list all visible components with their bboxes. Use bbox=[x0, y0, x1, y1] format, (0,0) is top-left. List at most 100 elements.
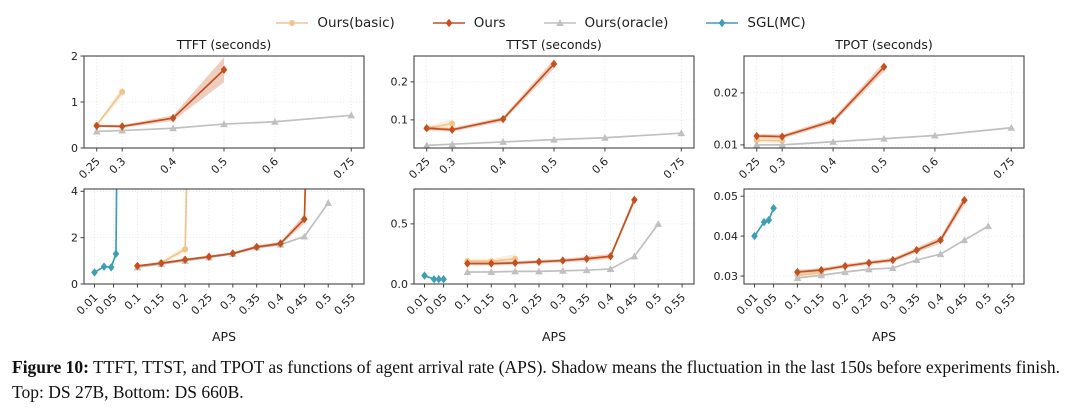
legend-item-sgl-mc: SGL(MC) bbox=[704, 15, 806, 31]
svg-text:0.4: 0.4 bbox=[488, 155, 510, 177]
legend-marker-glyph bbox=[543, 19, 576, 26]
plot-area bbox=[91, 189, 333, 277]
chart-tpot-ds660b: 0.01 0.05 0.1 0.15 0.2 0.25 0.3 0.35 0.4 0.45 0.5 0… bbox=[702, 181, 1032, 346]
svg-text:2: 2 bbox=[71, 231, 78, 244]
chart-ttft-ds660b: 0.01 0.05 0.1 0.15 0.2 0.25 0.3 0.35 0.4 0.45 0.5 0… bbox=[42, 181, 372, 346]
svg-text:0.25: 0.25 bbox=[76, 155, 103, 181]
svg-text:0.3: 0.3 bbox=[767, 155, 789, 177]
svg-text:0.45: 0.45 bbox=[944, 291, 971, 318]
svg-text:0.45: 0.45 bbox=[284, 291, 311, 318]
svg-text:0.15: 0.15 bbox=[801, 291, 828, 318]
svg-text:0.01: 0.01 bbox=[714, 139, 739, 152]
svg-text:0.1: 0.1 bbox=[452, 291, 474, 313]
svg-text:0.35: 0.35 bbox=[236, 291, 263, 318]
svg-text:0.5: 0.5 bbox=[209, 155, 231, 177]
svg-text:0.25: 0.25 bbox=[519, 291, 546, 318]
svg-text:4: 4 bbox=[71, 185, 78, 198]
svg-text:0.35: 0.35 bbox=[896, 291, 923, 318]
svg-text:0.1: 0.1 bbox=[122, 291, 144, 313]
svg-text:0.4: 0.4 bbox=[158, 155, 180, 177]
plot-area bbox=[421, 195, 663, 284]
svg-text:0.4: 0.4 bbox=[925, 291, 947, 313]
svg-text:0.25: 0.25 bbox=[189, 291, 216, 318]
svg-text:0.2: 0.2 bbox=[170, 291, 192, 313]
svg-text:0.05: 0.05 bbox=[423, 291, 450, 318]
chart-canvas: 0.25 0.3 0.4 0.5 0.6 0.75 0.01 0.02 TPOT (second… bbox=[714, 37, 1025, 181]
svg-text:0.2: 0.2 bbox=[391, 76, 409, 89]
svg-text:0.2: 0.2 bbox=[830, 291, 852, 313]
svg-text:0.3: 0.3 bbox=[437, 155, 459, 177]
chart-ttft-ds27b: 0.25 0.3 0.4 0.5 0.6 0.75 0 1 2 TTFT (seconds) bbox=[42, 36, 372, 181]
chart-canvas: 0.010.05 0.10.15 0.20.25 0.30.35 0.40.45 0.50… bbox=[714, 188, 1025, 344]
svg-text:0.4: 0.4 bbox=[265, 291, 287, 313]
svg-text:0.6: 0.6 bbox=[589, 155, 611, 177]
svg-text:0.25: 0.25 bbox=[849, 291, 876, 318]
plot-area bbox=[752, 62, 1016, 148]
svg-text:0: 0 bbox=[71, 142, 78, 155]
legend-label: SGL(MC) bbox=[747, 15, 806, 31]
legend-line-marker-icon bbox=[542, 16, 578, 30]
svg-text:0.4: 0.4 bbox=[818, 155, 840, 177]
legend-line-marker-icon bbox=[274, 16, 310, 30]
svg-text:0.3: 0.3 bbox=[877, 291, 899, 313]
chart-canvas: 0.25 0.3 0.4 0.5 0.6 0.75 0 1 2 TTFT (seconds) bbox=[71, 37, 365, 181]
svg-text:0.25: 0.25 bbox=[736, 155, 763, 181]
chart-tpot-ds27b: 0.25 0.3 0.4 0.5 0.6 0.75 0.01 0.02 TPOT (second… bbox=[702, 36, 1032, 181]
legend-marker-glyph bbox=[432, 18, 465, 28]
figure-caption-text: TTFT, TTST, and TPOT as functions of age… bbox=[12, 357, 1061, 402]
chart-title: TPOT (seconds) bbox=[834, 37, 932, 52]
plot-area bbox=[751, 195, 993, 282]
legend-item-ours: Ours bbox=[431, 15, 506, 31]
figure-caption-label: Figure 10: bbox=[12, 357, 89, 377]
legend-line-marker-icon bbox=[704, 16, 740, 30]
svg-text:0.35: 0.35 bbox=[566, 291, 593, 318]
chart-title: TTST (seconds) bbox=[505, 37, 601, 52]
legend-marker-glyph bbox=[706, 18, 739, 28]
chart-title: TTFT (seconds) bbox=[176, 37, 271, 52]
svg-text:0.15: 0.15 bbox=[471, 291, 498, 318]
svg-text:0.02: 0.02 bbox=[714, 87, 739, 100]
svg-text:0.05: 0.05 bbox=[714, 190, 739, 203]
svg-text:0.3: 0.3 bbox=[547, 291, 569, 313]
svg-text:0.05: 0.05 bbox=[93, 291, 120, 318]
legend-item-ours-basic: Ours(basic) bbox=[274, 15, 395, 31]
legend-label: Ours(basic) bbox=[317, 15, 395, 31]
svg-text:0.03: 0.03 bbox=[714, 270, 739, 283]
figure-caption: Figure 10: TTFT, TTST, and TPOT as funct… bbox=[0, 346, 1080, 405]
legend-label: Ours(oracle) bbox=[584, 15, 669, 31]
svg-text:0.5: 0.5 bbox=[391, 218, 409, 231]
svg-text:0.45: 0.45 bbox=[614, 291, 641, 318]
svg-text:0.5: 0.5 bbox=[643, 291, 665, 313]
svg-text:0.25: 0.25 bbox=[406, 155, 433, 181]
svg-text:0.75: 0.75 bbox=[991, 155, 1018, 181]
svg-text:0.75: 0.75 bbox=[661, 155, 688, 181]
x-axis-label: APS bbox=[212, 329, 236, 344]
svg-text:0.55: 0.55 bbox=[332, 291, 359, 318]
svg-text:0.6: 0.6 bbox=[919, 155, 941, 177]
svg-text:0.55: 0.55 bbox=[662, 291, 689, 318]
x-axis-label: APS bbox=[872, 329, 896, 344]
chart-canvas: 0.010.05 0.10.15 0.20.25 0.30.35 0.40.45 0.50… bbox=[391, 188, 695, 344]
svg-text:0.1: 0.1 bbox=[391, 114, 409, 127]
svg-text:0.3: 0.3 bbox=[107, 155, 129, 177]
legend-item-ours-oracle: Ours(oracle) bbox=[542, 15, 669, 31]
chart-canvas: 0.010.05 0.10.15 0.20.25 0.30.35 0.40.45 0.50… bbox=[71, 185, 365, 344]
chart-ttst-ds660b: 0.01 0.05 0.1 0.15 0.2 0.25 0.3 0.35 0.4 0.45 0.5 0… bbox=[372, 181, 702, 346]
svg-text:0: 0 bbox=[71, 278, 78, 291]
plot-area bbox=[423, 59, 686, 148]
svg-text:0.1: 0.1 bbox=[782, 291, 804, 313]
svg-text:0.5: 0.5 bbox=[313, 291, 335, 313]
svg-text:0.75: 0.75 bbox=[331, 155, 358, 181]
svg-text:0.15: 0.15 bbox=[141, 291, 168, 318]
legend-label: Ours bbox=[473, 15, 506, 31]
svg-text:0.3: 0.3 bbox=[217, 291, 239, 313]
svg-text:0.6: 0.6 bbox=[259, 155, 281, 177]
legend-line-marker-icon bbox=[431, 16, 467, 30]
svg-text:0.4: 0.4 bbox=[595, 291, 617, 313]
svg-text:0.05: 0.05 bbox=[753, 291, 780, 318]
svg-text:0.5: 0.5 bbox=[973, 291, 995, 313]
svg-text:2: 2 bbox=[71, 50, 78, 63]
chart-ttst-ds27b: 0.25 0.3 0.4 0.5 0.6 0.75 0.1 0.2 TTST (seconds) bbox=[372, 36, 702, 181]
chart-legend: Ours(basic) Ours Ours(oracle) SGL(MC) bbox=[0, 0, 1080, 36]
